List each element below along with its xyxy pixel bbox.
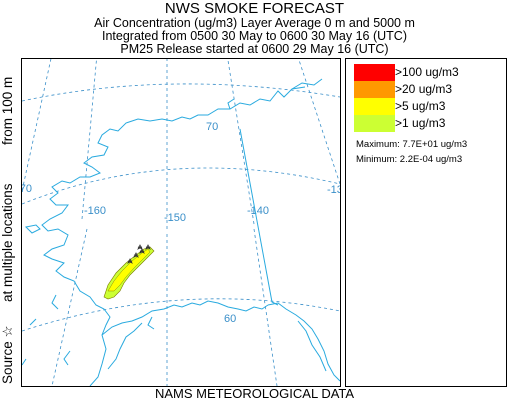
longitude-label-130: -130 — [327, 184, 340, 196]
fire-source-markers — [127, 244, 151, 264]
maximum-value: Maximum: 7.7E+01 ug/m3 — [356, 139, 468, 150]
legend-swatch — [354, 98, 395, 115]
source-label: Source ☆ — [0, 325, 15, 384]
latitude-line — [22, 298, 340, 332]
latitude-label-60: 60 — [224, 313, 236, 325]
us-canada-border — [239, 128, 279, 306]
northern-coast — [227, 78, 323, 110]
legend-label: >1 ug/m3 — [395, 116, 446, 130]
longitude-line — [253, 228, 278, 386]
longitude-line — [51, 228, 88, 386]
legend-item-100: >100 ug/m3 — [354, 64, 504, 81]
height-label: from 100 m — [0, 76, 15, 145]
islands — [22, 294, 155, 370]
integration-period: Integrated from 0500 30 May to 0600 30 M… — [101, 29, 408, 43]
alaska-panhandle — [267, 302, 340, 382]
longitude-line — [227, 59, 255, 225]
longitude-label-150: -150 — [164, 212, 186, 224]
alaska-coastline — [41, 86, 306, 386]
legend-label: >20 ug/m3 — [395, 82, 453, 96]
multiple-locations-label: at multiple locations — [0, 183, 15, 302]
legend-label: >100 ug/m3 — [395, 65, 459, 79]
legend-swatch — [354, 64, 395, 81]
legend-item-5: >5 ug/m3 — [354, 98, 504, 115]
st-lawrence-island — [24, 224, 41, 234]
alaska-map: 70 60 -170 -160 -150 -140 -130 — [22, 59, 340, 386]
source-location-label: Source ☆ at multiple locations from 100 … — [0, 57, 18, 387]
longitude-label-170: -170 — [22, 183, 32, 195]
map-title: NWS SMOKE FORECAST — [164, 0, 345, 17]
legend-swatch — [354, 81, 395, 98]
longitude-line — [298, 59, 340, 185]
latitude-line — [22, 167, 340, 205]
longitude-line — [81, 59, 97, 220]
legend-panel: >100 ug/m3 >20 ug/m3 >5 ug/m3 >1 ug/m3 M… — [345, 58, 507, 387]
release-info: PM25 Release started at 0600 29 May 16 (… — [120, 42, 389, 56]
legend-swatch — [354, 115, 395, 132]
legend-item-20: >20 ug/m3 — [354, 81, 504, 98]
map-panel: 70 60 -170 -160 -150 -140 -130 — [21, 58, 341, 387]
latitude-label-70: 70 — [206, 121, 218, 133]
longitude-label-160: -160 — [84, 205, 106, 217]
data-source-footer: NAMS METEOROLOGICAL DATA — [154, 386, 355, 401]
latitude-line — [22, 83, 340, 102]
legend-item-1: >1 ug/m3 — [354, 115, 504, 132]
minimum-value: Minimum: 2.2E-04 ug/m3 — [356, 154, 463, 165]
alaska-south-coast — [101, 300, 269, 336]
legend-label: >5 ug/m3 — [395, 99, 446, 113]
smoke-plume-inner — [107, 248, 151, 292]
concentration-subtitle: Air Concentration (ug/m3) Layer Average … — [94, 16, 415, 30]
longitude-label-140: -140 — [247, 205, 269, 217]
